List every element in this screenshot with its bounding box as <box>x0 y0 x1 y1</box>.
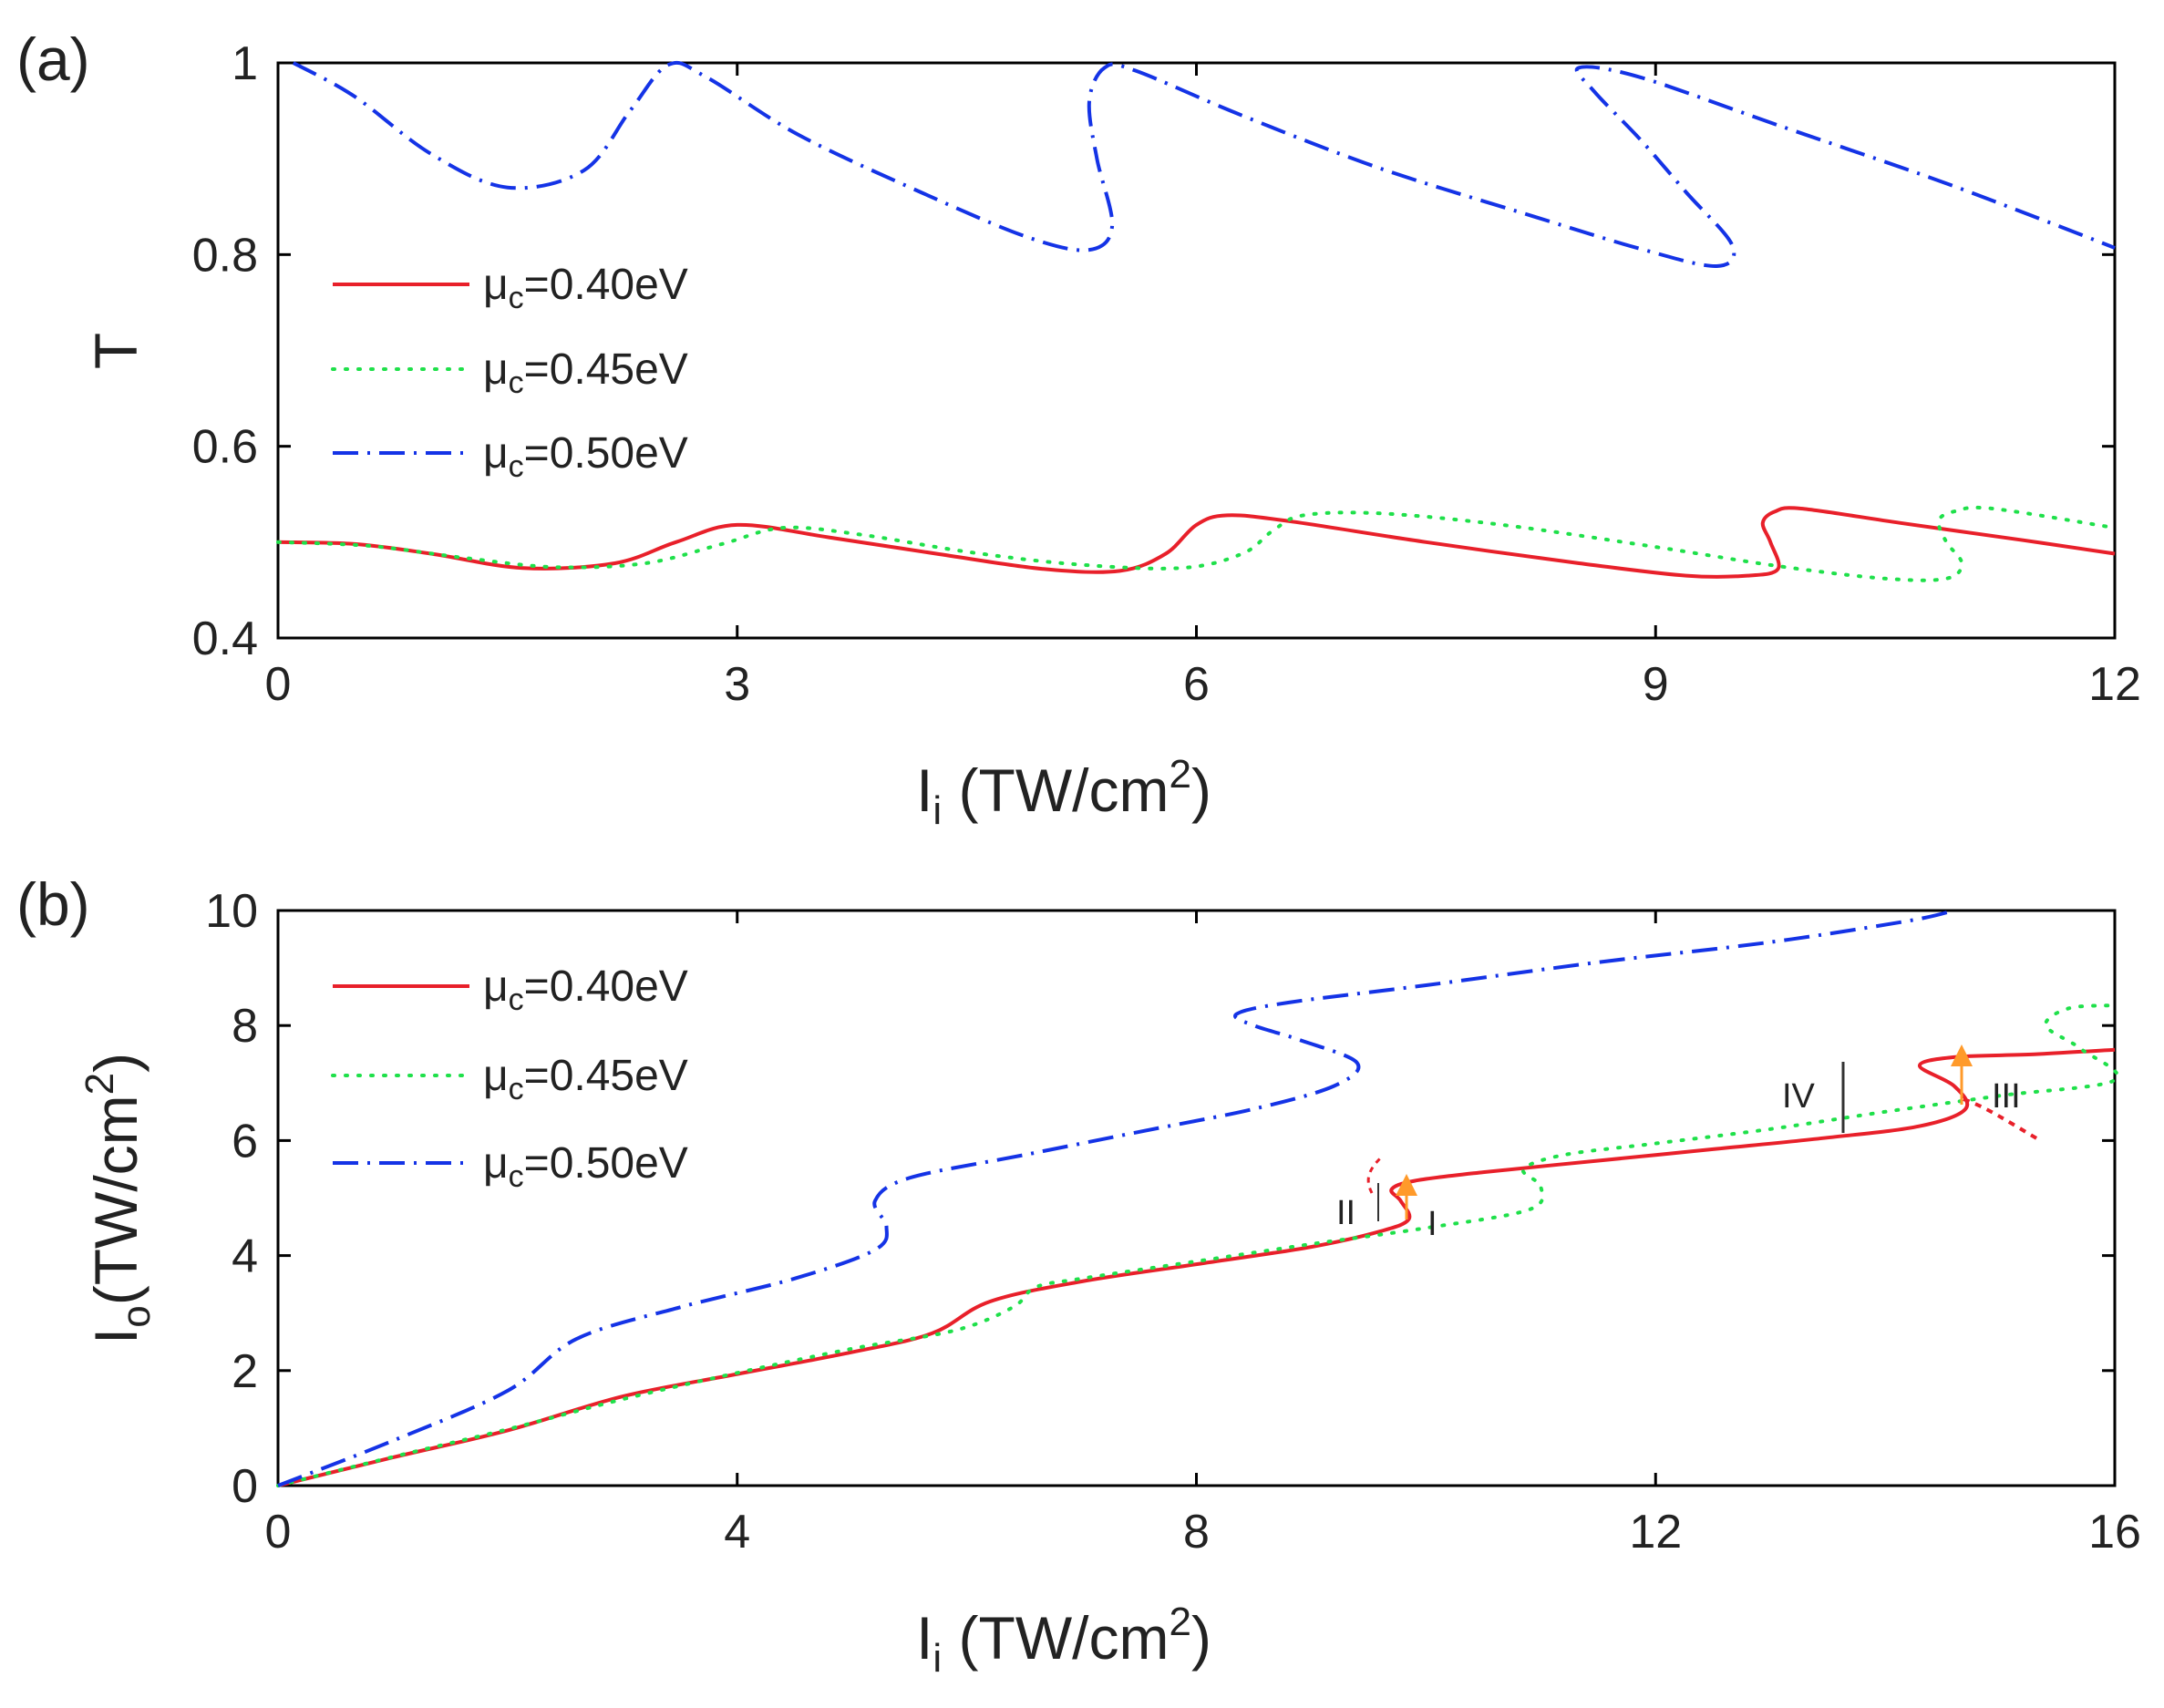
unstable-branch-1 <box>1366 1156 1383 1194</box>
x-tick-label: 16 <box>2088 1506 2141 1559</box>
series-line-045 <box>276 505 2117 582</box>
panel-b: (b) 0 4 8 12 16 0 2 4 6 8 10 II I IV III Ii (TW/c… <box>16 870 2141 1681</box>
y-tick-label: 4 <box>232 1230 258 1283</box>
panel-b-legend: μc=0.40eV μc=0.45eV μc=0.50eV <box>331 962 688 1194</box>
panel-b-y-ticks: 0 2 4 6 8 10 <box>205 885 2115 1513</box>
panel-b-x-ticks: 0 4 8 12 16 <box>265 911 2141 1559</box>
y-tick-label: 0.6 <box>192 421 258 474</box>
y-tick-label: 8 <box>232 1000 258 1053</box>
panel-a-label: (a) <box>16 26 90 93</box>
x-tick-label: 9 <box>1643 658 1669 711</box>
x-tick-label: 0 <box>265 1506 292 1559</box>
y-tick-label: 6 <box>232 1115 258 1168</box>
panel-a-x-ticks: 0 3 6 9 12 <box>265 63 2141 711</box>
series-line-050 <box>292 60 2116 269</box>
panel-a-x-axis-title: Ii (TW/cm2) <box>916 752 1211 833</box>
panel-a-series <box>276 60 2117 582</box>
panel-a-legend: μc=0.40eV μc=0.45eV μc=0.50eV <box>331 261 688 484</box>
panel-a-y-axis-title: T <box>82 333 149 369</box>
panel-b-label: (b) <box>16 870 90 938</box>
y-tick-label: 0 <box>232 1460 258 1513</box>
y-tick-label: 10 <box>205 885 258 938</box>
annotation-II: II <box>1336 1194 1355 1232</box>
legend-a-label-045: μc=0.45eV <box>483 345 688 400</box>
x-tick-label: 4 <box>724 1506 750 1559</box>
x-tick-label: 8 <box>1183 1506 1210 1559</box>
unstable-branch-2 <box>1963 1097 2040 1141</box>
y-tick-label: 0.8 <box>192 229 258 282</box>
legend-b-label-050: μc=0.50eV <box>483 1139 688 1194</box>
legend-a-label-050: μc=0.50eV <box>483 429 688 484</box>
x-tick-label: 0 <box>265 658 292 711</box>
series-line-040 <box>277 506 2116 579</box>
x-tick-label: 12 <box>2088 658 2141 711</box>
legend-a-label-040: μc=0.40eV <box>483 261 688 315</box>
panel-b-x-axis-title: Ii (TW/cm2) <box>916 1600 1211 1681</box>
annotation-III: III <box>1992 1077 2021 1116</box>
panel-a: (a) 0 3 6 9 12 0.4 0.6 0.8 1 Ii (TW/cm2) T μc=0… <box>16 26 2141 833</box>
annotation-I: I <box>1427 1205 1438 1243</box>
legend-b-label-045: μc=0.45eV <box>483 1052 688 1106</box>
panel-b-y-axis-title: Io(TW/cm2) <box>77 1053 159 1344</box>
series-line-040 <box>277 1047 2116 1487</box>
y-tick-label: 2 <box>232 1345 258 1398</box>
y-tick-label: 0.4 <box>192 612 258 665</box>
panel-a-y-ticks: 0.4 0.6 0.8 1 <box>192 37 2115 665</box>
series-line-050 <box>277 909 1955 1487</box>
x-tick-label: 6 <box>1183 658 1210 711</box>
x-tick-label: 12 <box>1629 1506 1682 1559</box>
annotation-IV: IV <box>1782 1077 1816 1116</box>
y-tick-label: 1 <box>232 37 258 90</box>
panel-b-series <box>276 909 2119 1487</box>
legend-b-label-040: μc=0.40eV <box>483 962 688 1017</box>
x-tick-label: 3 <box>724 658 750 711</box>
